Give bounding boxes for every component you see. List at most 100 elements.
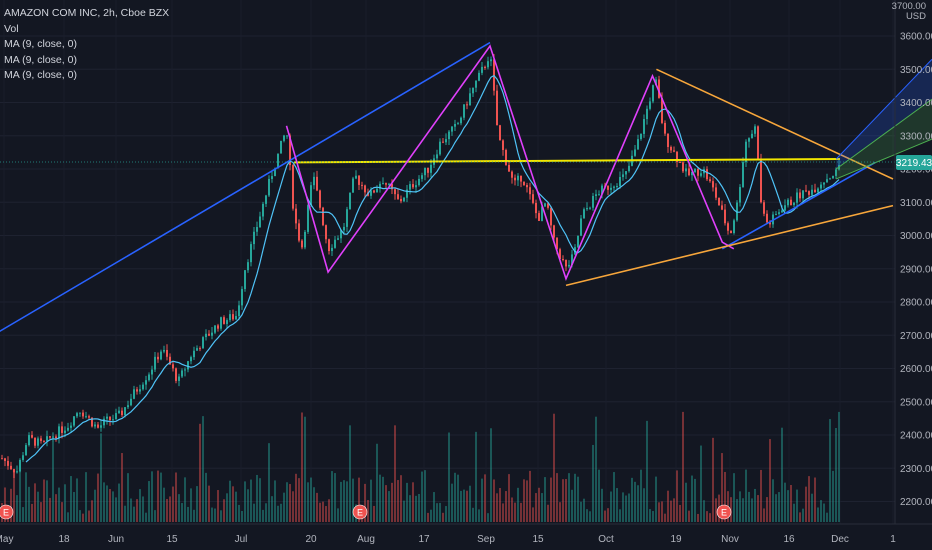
volume-bar [22, 507, 24, 522]
ma-legend-2[interactable]: MA (9, close, 0) [4, 53, 77, 66]
candle-body [385, 183, 387, 185]
volume-bar [418, 493, 420, 522]
ma-legend-1[interactable]: MA (9, close, 0) [4, 38, 77, 50]
price-axis-unit: 3700.00 USD [892, 2, 926, 22]
volume-bar [829, 419, 831, 522]
volume-bar [127, 473, 129, 522]
volume-bar [583, 498, 585, 522]
candle-body [811, 189, 813, 195]
volume-bar [331, 471, 333, 522]
time-axis[interactable]: May 18 Jun 15 Jul 20 Aug 17 Sep 15 Oct 19 Nov 16 Dec 1 [0, 523, 932, 545]
candle-body [625, 171, 627, 175]
price-axis[interactable]: 2200.00 2300.00 2400.00 2500.00 2600.00 2700.… [894, 0, 932, 524]
time-tick-label: 20 [305, 534, 317, 545]
candle-body [37, 438, 39, 446]
volume-bar [745, 469, 747, 522]
current-price-value: 3219.43 [896, 158, 932, 169]
volume-bar [682, 411, 684, 522]
candle-body [382, 183, 384, 185]
candle-body [538, 213, 540, 221]
ma-legend-3[interactable]: MA (9, close, 0) [4, 69, 77, 81]
candle-body [238, 305, 240, 317]
volume-bar [826, 512, 828, 522]
volume-bar [256, 474, 258, 522]
candle-body [463, 104, 465, 118]
channel-mid-line [835, 98, 932, 170]
volume-bar [511, 497, 513, 522]
price-tick-label: 3300.00 [900, 131, 932, 142]
candle-body [94, 424, 96, 427]
candle-body [673, 150, 675, 152]
volume-bar [73, 492, 75, 522]
volume-bar [193, 509, 195, 522]
volume-bar [508, 474, 510, 522]
candle-body [283, 135, 285, 141]
candle-body [64, 430, 66, 433]
candle-body [118, 410, 120, 414]
candle-body [88, 416, 90, 418]
candle-body [670, 147, 672, 151]
volume-bar [25, 472, 27, 522]
volume-bar [100, 433, 102, 522]
volume-bar [373, 505, 375, 522]
volume-bar [130, 498, 132, 522]
candle-body [775, 213, 777, 215]
candle-body [490, 59, 492, 62]
volume-bar [472, 507, 474, 522]
candle-body [832, 175, 834, 179]
candle-body [646, 108, 648, 120]
candle-body [628, 165, 630, 172]
candle-body [499, 125, 501, 141]
symbol-title[interactable]: AMAZON COM INC, 2h, Cboe BZX [4, 7, 170, 19]
volume-bar [550, 477, 552, 522]
volume-bar [676, 470, 678, 522]
candle-body [286, 135, 288, 137]
candle-body [745, 141, 747, 163]
candle-body [823, 182, 825, 185]
volume-bar [175, 472, 177, 522]
candle-body [649, 101, 651, 109]
candle-body [259, 216, 261, 228]
volume-bar [433, 492, 435, 522]
time-tick-label: Sep [477, 534, 495, 545]
candle-body [532, 194, 534, 203]
candle-body [739, 187, 741, 203]
volume-bar [475, 431, 477, 522]
volume-bar [538, 487, 540, 522]
candle-body [697, 169, 699, 176]
volume-legend[interactable]: Vol [4, 22, 19, 35]
drawing-annotations[interactable] [0, 41, 932, 339]
volume-bar [412, 482, 414, 522]
volume-bar [109, 489, 111, 522]
candle-body [757, 126, 759, 159]
volume-bar [220, 510, 222, 522]
candle-body [676, 151, 678, 163]
volume-bar [466, 490, 468, 522]
volume-bar [97, 473, 99, 522]
volume-bar [424, 470, 426, 522]
volume-bar [226, 493, 228, 522]
volume-bar [703, 500, 705, 522]
candle-body [484, 66, 486, 68]
volume-bar [139, 489, 141, 522]
volume-bar [805, 486, 807, 522]
candle-body [1, 458, 3, 460]
time-tick-label: Oct [598, 534, 614, 545]
candle-body [112, 419, 114, 421]
moving-average-line [25, 74, 840, 463]
candle-body [583, 209, 585, 219]
candle-body [361, 184, 363, 186]
candle-body [220, 317, 222, 329]
candle-body [541, 206, 543, 221]
candle-body [445, 139, 447, 143]
volume-bar [673, 498, 675, 522]
candle-body [544, 203, 546, 207]
chart-legend[interactable]: AMAZON COM INC, 2h, Cboe BZX Vol MA (9, … [4, 6, 169, 84]
volume-bar [262, 509, 264, 522]
time-tick-label: 17 [418, 534, 430, 545]
volume-bar [814, 477, 816, 522]
volume-bar [67, 512, 69, 522]
volume-bar [631, 477, 633, 522]
